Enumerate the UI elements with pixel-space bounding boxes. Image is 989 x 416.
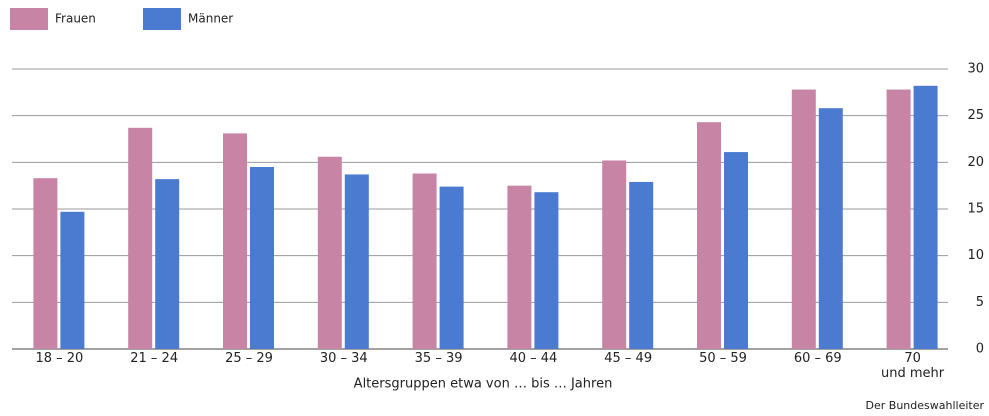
x-tick-label: 60 – 69	[793, 351, 842, 366]
legend-swatch	[143, 8, 181, 30]
bar	[155, 179, 180, 349]
y-tick-label: 20	[967, 155, 984, 170]
legend-label: Frauen	[55, 12, 96, 26]
bar	[724, 152, 748, 349]
bar	[791, 89, 816, 350]
x-tick-label: 25 – 29	[225, 351, 273, 366]
x-tick-label: 45 – 49	[604, 351, 653, 366]
bar	[33, 178, 58, 349]
y-tick-label: 10	[967, 248, 984, 263]
x-tick-label: 50 – 59	[699, 351, 747, 366]
bar	[412, 173, 437, 349]
bar	[602, 160, 627, 349]
bar	[534, 192, 559, 349]
source: Der Bundeswahlleiter	[866, 399, 985, 412]
bar	[913, 85, 938, 350]
x-tick-label: 70 und mehr	[881, 351, 945, 381]
x-axis-label: Altersgruppen etwa von … bis … Jahren	[354, 377, 613, 392]
bar	[344, 174, 369, 349]
y-tick-label: 30	[967, 62, 984, 77]
y-tick-label: 5	[976, 295, 984, 310]
bar	[223, 133, 247, 349]
bar	[250, 167, 274, 349]
bar	[439, 186, 464, 349]
x-tick-label: 21 – 24	[130, 351, 179, 366]
y-tick-label: 15	[967, 202, 984, 217]
bar	[60, 211, 85, 349]
legend-swatch	[10, 8, 48, 30]
x-tick-label: 18 – 20	[35, 351, 84, 366]
bar	[629, 181, 654, 349]
bar	[818, 108, 843, 349]
y-tick-label: 0	[976, 342, 984, 357]
y-tick-label: 25	[967, 108, 984, 123]
bar	[697, 122, 721, 349]
x-tick-label: 35 – 39	[414, 351, 463, 366]
legend-label: Männer	[188, 12, 233, 26]
bar	[317, 156, 342, 349]
bar	[886, 89, 911, 350]
bar	[507, 185, 532, 349]
x-tick-label: 30 – 34	[319, 351, 368, 366]
bar	[128, 127, 153, 349]
x-tick-label: 40 – 44	[509, 351, 558, 366]
